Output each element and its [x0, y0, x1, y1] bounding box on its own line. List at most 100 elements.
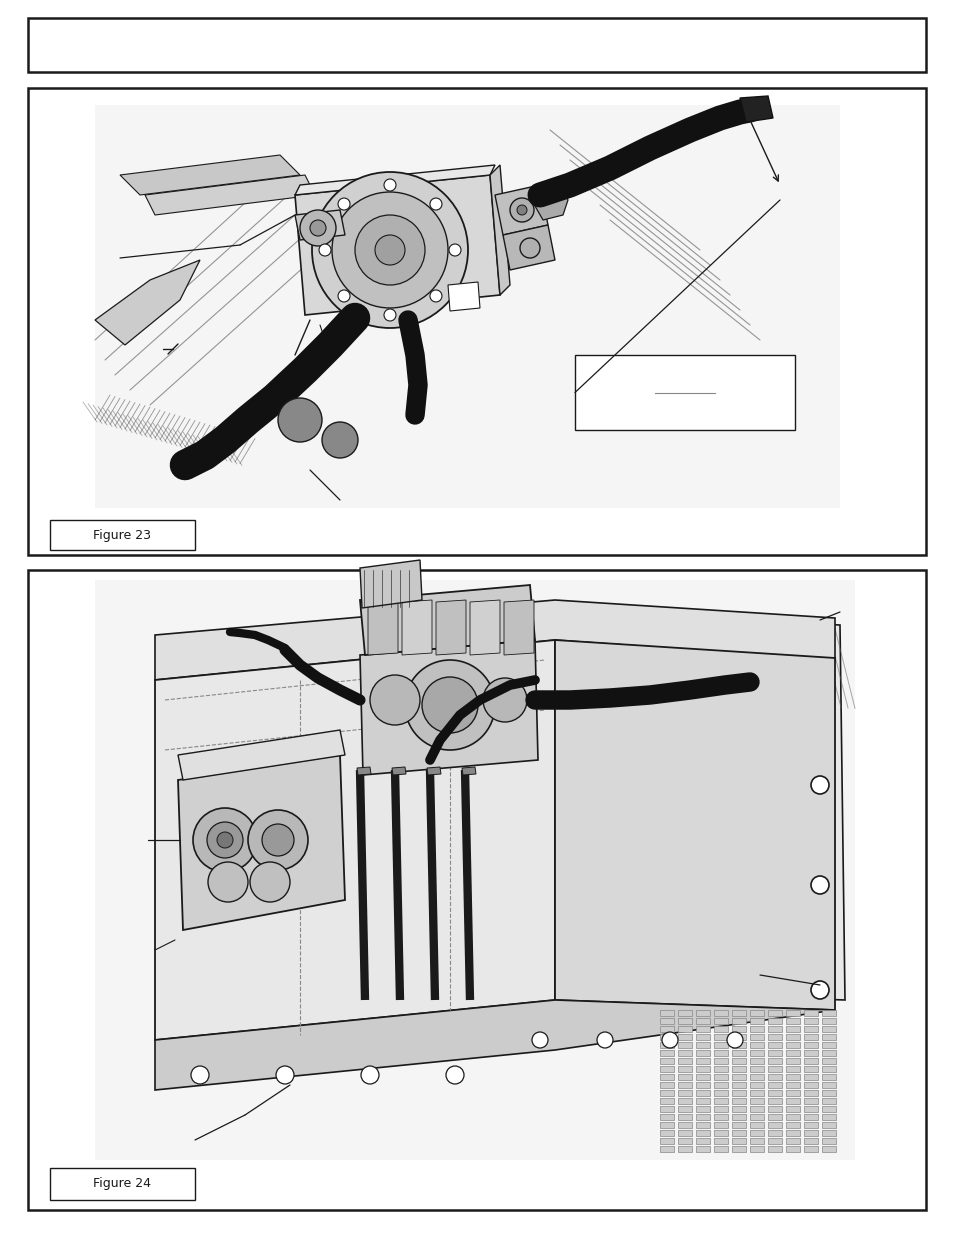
- Bar: [785, 1130, 800, 1136]
- Bar: [696, 1042, 709, 1049]
- Circle shape: [510, 198, 534, 222]
- Bar: [821, 1034, 835, 1040]
- Bar: [803, 1034, 817, 1040]
- Bar: [659, 1114, 673, 1120]
- Bar: [659, 1010, 673, 1016]
- Bar: [659, 1058, 673, 1065]
- Bar: [821, 1107, 835, 1112]
- Bar: [821, 1058, 835, 1065]
- Polygon shape: [436, 600, 465, 655]
- Polygon shape: [535, 186, 567, 220]
- Bar: [785, 1098, 800, 1104]
- Polygon shape: [359, 640, 537, 776]
- Bar: [696, 1026, 709, 1032]
- Bar: [785, 1026, 800, 1032]
- Bar: [749, 1107, 763, 1112]
- Bar: [696, 1066, 709, 1072]
- Polygon shape: [154, 1000, 834, 1091]
- Bar: [749, 1034, 763, 1040]
- Bar: [713, 1082, 727, 1088]
- Polygon shape: [448, 282, 479, 311]
- Bar: [28, 571, 925, 1210]
- Bar: [785, 1123, 800, 1128]
- Polygon shape: [178, 755, 345, 930]
- Bar: [749, 1098, 763, 1104]
- Bar: [678, 1050, 691, 1056]
- Bar: [785, 1050, 800, 1056]
- Circle shape: [191, 1066, 209, 1084]
- Circle shape: [726, 1032, 742, 1049]
- Bar: [767, 1010, 781, 1016]
- Circle shape: [384, 179, 395, 191]
- Bar: [696, 1130, 709, 1136]
- Bar: [785, 1082, 800, 1088]
- Bar: [767, 1082, 781, 1088]
- Bar: [767, 1026, 781, 1032]
- Bar: [678, 1018, 691, 1024]
- Bar: [803, 1010, 817, 1016]
- Bar: [749, 1058, 763, 1065]
- Bar: [696, 1034, 709, 1040]
- Bar: [95, 580, 854, 1160]
- Bar: [749, 1091, 763, 1095]
- Polygon shape: [503, 600, 534, 655]
- Bar: [821, 1123, 835, 1128]
- Bar: [678, 1026, 691, 1032]
- Bar: [767, 1130, 781, 1136]
- Bar: [678, 1042, 691, 1049]
- Bar: [678, 1058, 691, 1065]
- Bar: [678, 1082, 691, 1088]
- Bar: [696, 1091, 709, 1095]
- Circle shape: [299, 210, 335, 246]
- Bar: [28, 19, 925, 72]
- Bar: [659, 1050, 673, 1056]
- Bar: [659, 1026, 673, 1032]
- Bar: [767, 1123, 781, 1128]
- Bar: [767, 1034, 781, 1040]
- Bar: [678, 1137, 691, 1144]
- Bar: [678, 1146, 691, 1152]
- Bar: [731, 1146, 745, 1152]
- Circle shape: [661, 1032, 678, 1049]
- Bar: [749, 1123, 763, 1128]
- Bar: [767, 1114, 781, 1120]
- Bar: [678, 1091, 691, 1095]
- Bar: [731, 1098, 745, 1104]
- Circle shape: [355, 215, 424, 285]
- Bar: [803, 1042, 817, 1049]
- Bar: [803, 1091, 817, 1095]
- Circle shape: [277, 398, 322, 442]
- Bar: [713, 1146, 727, 1152]
- Circle shape: [248, 810, 308, 869]
- Bar: [659, 1098, 673, 1104]
- Polygon shape: [461, 767, 476, 776]
- Bar: [50, 520, 194, 550]
- Bar: [767, 1066, 781, 1072]
- Circle shape: [810, 876, 828, 894]
- Polygon shape: [95, 261, 200, 345]
- Bar: [696, 1098, 709, 1104]
- Bar: [767, 1018, 781, 1024]
- Bar: [821, 1114, 835, 1120]
- Circle shape: [332, 191, 448, 308]
- Bar: [821, 1026, 835, 1032]
- Bar: [731, 1034, 745, 1040]
- Bar: [713, 1010, 727, 1016]
- Bar: [821, 1074, 835, 1079]
- Bar: [659, 1066, 673, 1072]
- Circle shape: [519, 238, 539, 258]
- Bar: [731, 1010, 745, 1016]
- Circle shape: [322, 422, 357, 458]
- Polygon shape: [294, 210, 345, 240]
- Circle shape: [310, 220, 326, 236]
- Bar: [803, 1137, 817, 1144]
- Polygon shape: [555, 640, 834, 1010]
- Bar: [803, 1098, 817, 1104]
- Bar: [821, 1137, 835, 1144]
- Bar: [749, 1066, 763, 1072]
- Bar: [713, 1074, 727, 1079]
- Polygon shape: [120, 156, 299, 195]
- Polygon shape: [392, 767, 406, 776]
- Bar: [821, 1010, 835, 1016]
- Bar: [696, 1058, 709, 1065]
